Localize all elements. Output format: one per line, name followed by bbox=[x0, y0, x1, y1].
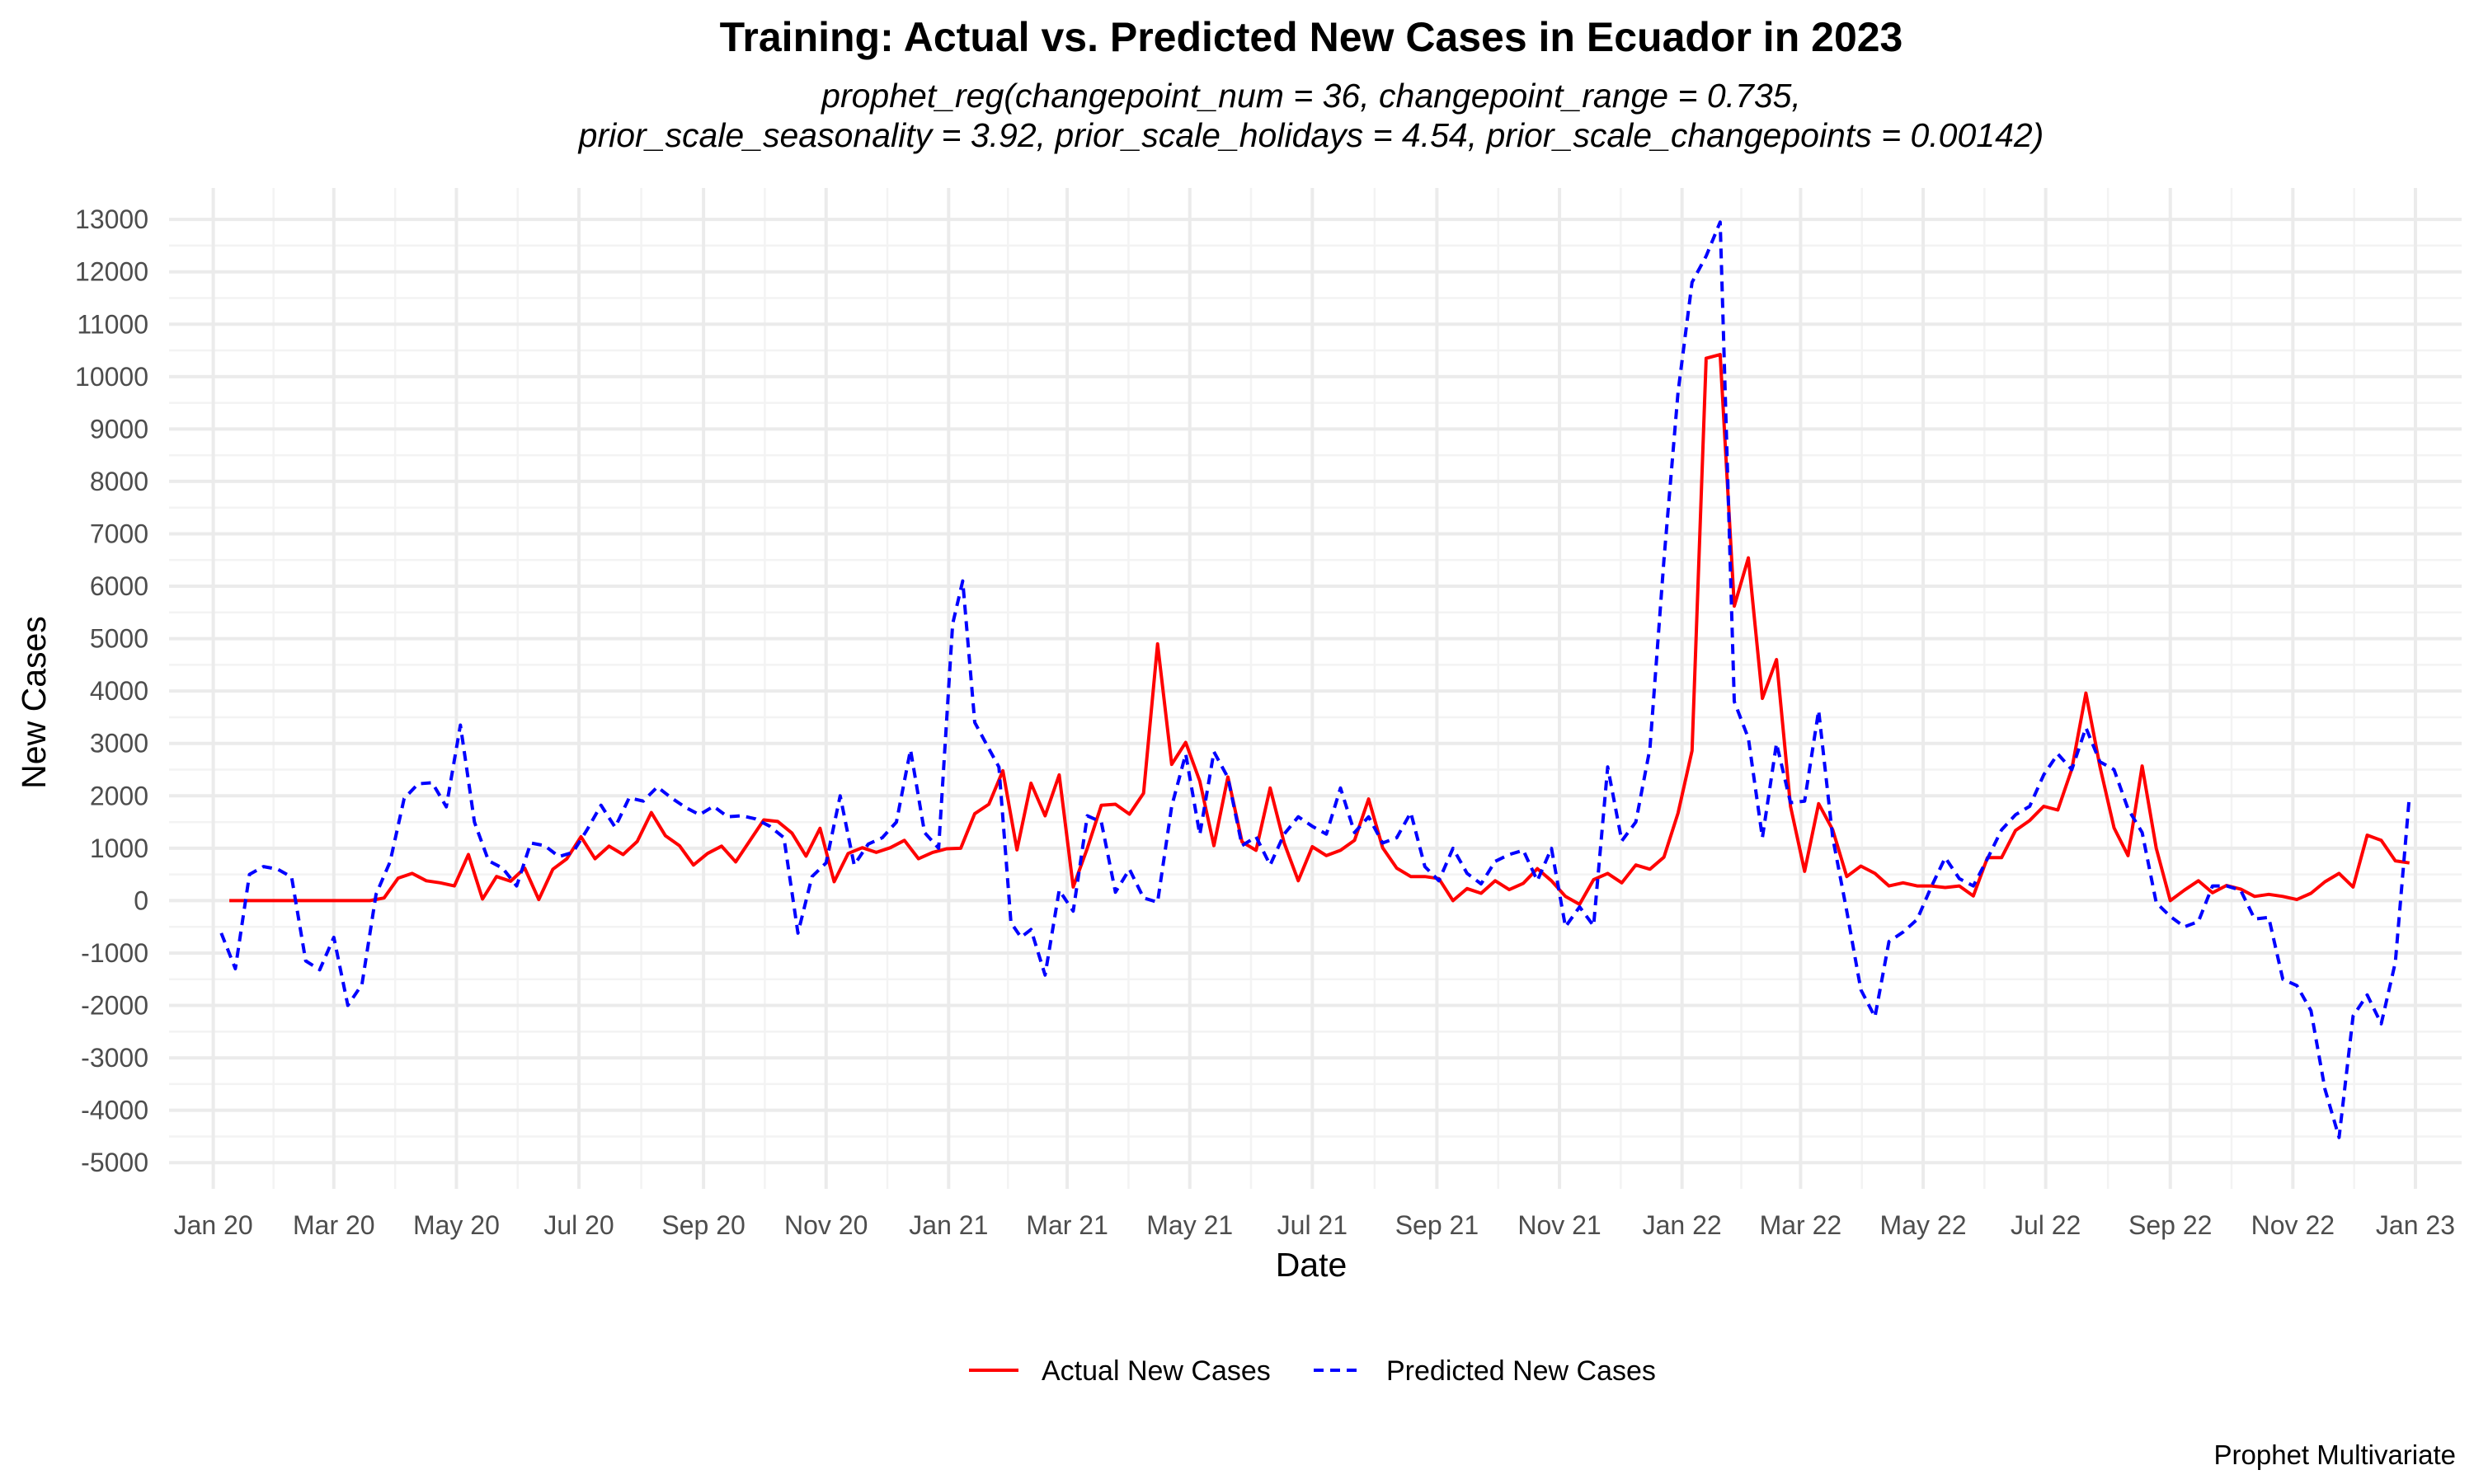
x-tick-label: Sep 20 bbox=[661, 1210, 745, 1240]
y-tick-label: 13000 bbox=[75, 204, 148, 234]
x-tick-label: Jan 23 bbox=[2376, 1210, 2455, 1240]
legend-label-actual: Actual New Cases bbox=[1042, 1355, 1271, 1387]
x-tick-label: Mar 21 bbox=[1026, 1210, 1108, 1240]
x-tick-label: Jul 20 bbox=[543, 1210, 614, 1240]
chart-subtitle-line-1: prophet_reg(changepoint_num = 36, change… bbox=[820, 77, 1801, 115]
series-line-actual bbox=[229, 353, 2411, 906]
x-tick-label: Jul 22 bbox=[2011, 1210, 2081, 1240]
y-tick-label: 4000 bbox=[90, 676, 148, 706]
x-tick-label: Nov 21 bbox=[1517, 1210, 1601, 1240]
x-tick-label: Jul 21 bbox=[1277, 1210, 1348, 1240]
x-axis-title: Date bbox=[1276, 1246, 1348, 1284]
x-tick-label: May 22 bbox=[1880, 1210, 1967, 1240]
chart-subtitle-line-2: prior_scale_seasonality = 3.92, prior_sc… bbox=[577, 116, 2044, 154]
series-lines bbox=[219, 220, 2411, 1139]
y-tick-label: 3000 bbox=[90, 729, 148, 758]
x-tick-label: May 20 bbox=[413, 1210, 500, 1240]
y-tick-label: 1000 bbox=[90, 834, 148, 863]
y-axis-title: New Cases bbox=[15, 616, 53, 789]
legend-label-predicted: Predicted New Cases bbox=[1386, 1355, 1656, 1387]
y-tick-label: -3000 bbox=[81, 1043, 148, 1073]
y-tick-label: 7000 bbox=[90, 519, 148, 548]
y-tick-label: 6000 bbox=[90, 571, 148, 601]
y-tick-label: -1000 bbox=[81, 938, 148, 968]
x-tick-label: May 21 bbox=[1146, 1210, 1233, 1240]
chart-title: Training: Actual vs. Predicted New Cases… bbox=[720, 14, 1903, 60]
x-tick-label: Nov 22 bbox=[2251, 1210, 2335, 1240]
chart-caption: Prophet Multivariate bbox=[2214, 1439, 2456, 1470]
x-tick-label: Sep 22 bbox=[2128, 1210, 2212, 1240]
grid bbox=[169, 188, 2462, 1189]
x-tick-label: Sep 21 bbox=[1395, 1210, 1479, 1240]
series-line-predicted bbox=[219, 220, 2411, 1139]
x-tick-label: Nov 20 bbox=[784, 1210, 868, 1240]
y-tick-label: 9000 bbox=[90, 414, 148, 444]
y-tick-label: 12000 bbox=[75, 257, 148, 287]
y-tick-label: 8000 bbox=[90, 467, 148, 496]
x-tick-label: Jan 20 bbox=[174, 1210, 253, 1240]
y-tick-label: 2000 bbox=[90, 781, 148, 810]
x-tick-label: Jan 22 bbox=[1643, 1210, 1722, 1240]
x-tick-label: Mar 22 bbox=[1760, 1210, 1842, 1240]
y-tick-label: -5000 bbox=[81, 1148, 148, 1177]
y-tick-label: 0 bbox=[134, 885, 148, 915]
legend: Actual New Cases Predicted New Cases bbox=[969, 1355, 1656, 1387]
x-tick-label: Mar 20 bbox=[293, 1210, 375, 1240]
y-axis-ticks: -5000 -4000 -3000 -2000 -1000 0 1000 2000 3000 40… bbox=[75, 204, 148, 1177]
x-axis-ticks: Jan 20 Mar 20 May 20 Jul 20 Sep 20 Nov 20 Jan … bbox=[174, 1210, 2455, 1240]
x-tick-label: Jan 21 bbox=[909, 1210, 988, 1240]
y-tick-label: -4000 bbox=[81, 1096, 148, 1125]
y-tick-label: 10000 bbox=[75, 362, 148, 392]
y-tick-label: 11000 bbox=[77, 309, 148, 339]
y-tick-label: -2000 bbox=[81, 991, 148, 1021]
y-tick-label: 5000 bbox=[90, 624, 148, 654]
